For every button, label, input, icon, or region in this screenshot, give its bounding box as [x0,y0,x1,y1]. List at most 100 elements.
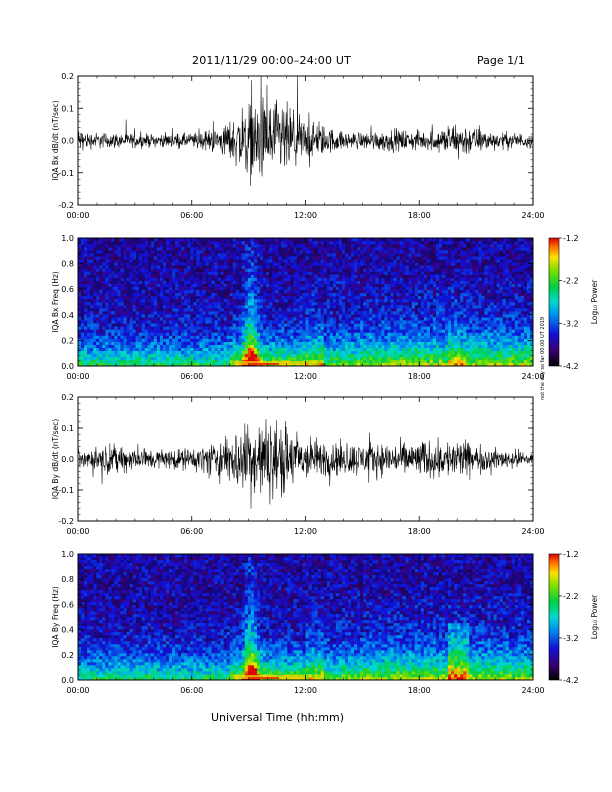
heatmap-cell [187,241,191,245]
heatmap-cell [451,274,455,278]
heatmap-cell [366,317,370,321]
heatmap-cell [147,332,152,336]
heatmap-cell [247,259,252,263]
heatmap-cell [123,356,127,361]
heatmap-cell [423,338,428,342]
heatmap-cell [205,329,209,333]
heatmap-cell [478,308,482,312]
heatmap-cell [114,244,118,248]
heatmap-cell [311,344,315,349]
heatmap-cell [323,305,328,309]
heatmap-cell [487,341,491,345]
heatmap-cell [147,353,152,358]
heatmap-cell [172,253,176,257]
heatmap-cell [156,326,161,330]
heatmap-cell [153,274,158,278]
heatmap-cell [99,268,103,272]
heatmap-cell [335,317,340,321]
heatmap-cell [347,256,352,260]
heatmap-cell [432,274,437,278]
heatmap-cell [369,344,373,349]
heatmap-cell [414,356,419,361]
heatmap-cell [205,295,209,300]
heatmap-cell [117,253,121,257]
heatmap-cell [193,280,197,285]
heatmap-cell [129,247,133,251]
heatmap-cell [272,311,276,315]
heatmap-cell [238,332,243,336]
heatmap-cell [411,341,415,345]
heatmap-cell [369,326,373,330]
heatmap-cell [187,341,191,345]
heatmap-cell [411,353,415,358]
heatmap-cell [448,305,452,309]
heatmap-cell [162,329,167,333]
heatmap-cell [487,314,491,318]
heatmap-cell [187,350,191,355]
heatmap-cell [256,323,261,327]
heatmap-cell [102,286,106,291]
heatmap-cell [490,332,494,336]
heatmap-cell [420,298,425,303]
heatmap-cell [496,350,500,355]
heatmap-cell [284,338,288,342]
heatmap-cell [354,308,358,312]
heatmap-cell [193,359,197,364]
heatmap-cell [299,314,303,318]
heatmap-cell [463,317,467,321]
heatmap-cell [120,314,124,318]
heatmap-cell [393,238,397,242]
heatmap-cell [178,326,182,330]
heatmap-cell [126,344,130,349]
heatmap-cell [335,286,340,291]
heatmap-cell [81,289,85,294]
heatmap-cell [308,289,312,294]
heatmap-cell [414,268,419,272]
heatmap-cell [466,277,470,281]
heatmap-cell [402,244,406,248]
heatmap-cell [241,271,246,275]
heatmap-cell [250,353,255,358]
x-tick-label: 24:00 [521,211,544,220]
heatmap-cell [426,344,431,349]
heatmap-cell [338,344,343,349]
heatmap-cell [278,314,282,318]
heatmap-cell [463,256,467,260]
heatmap-cell [302,241,306,245]
heatmap-cell [451,241,455,245]
heatmap-cell [417,308,422,312]
heatmap-cell [463,274,467,278]
heatmap-cell [78,335,82,339]
heatmap-cell [117,320,121,324]
heatmap-cell [275,250,279,254]
heatmap-cell [478,350,482,355]
heatmap-cell [478,256,482,260]
heatmap-cell [411,302,415,306]
heatmap-cell [196,262,200,266]
heatmap-cell [99,308,103,312]
heatmap-cell [214,241,218,245]
heatmap-cell [205,271,209,275]
heatmap-cell [445,268,449,272]
heatmap-cell [284,317,288,321]
heatmap-cell [451,335,455,339]
heatmap-cell [93,268,97,272]
heatmap-cell [372,274,376,278]
heatmap-cell [256,341,261,345]
heatmap-cell [129,356,133,361]
heatmap-cell [293,314,297,318]
heatmap-cell [429,253,434,257]
heatmap-cell [108,350,112,355]
heatmap-cell [475,271,479,275]
heatmap-cell [317,320,321,324]
heatmap-cell [187,317,191,321]
heatmap-cell [153,338,158,342]
heatmap-cell [99,305,103,309]
heatmap-cell [323,247,328,251]
heatmap-cell [405,241,409,245]
heatmap-cell [344,353,349,358]
heatmap-cell [432,326,437,330]
heatmap-cell [354,329,358,333]
heatmap-cell [363,274,367,278]
heatmap-cell [414,283,419,288]
